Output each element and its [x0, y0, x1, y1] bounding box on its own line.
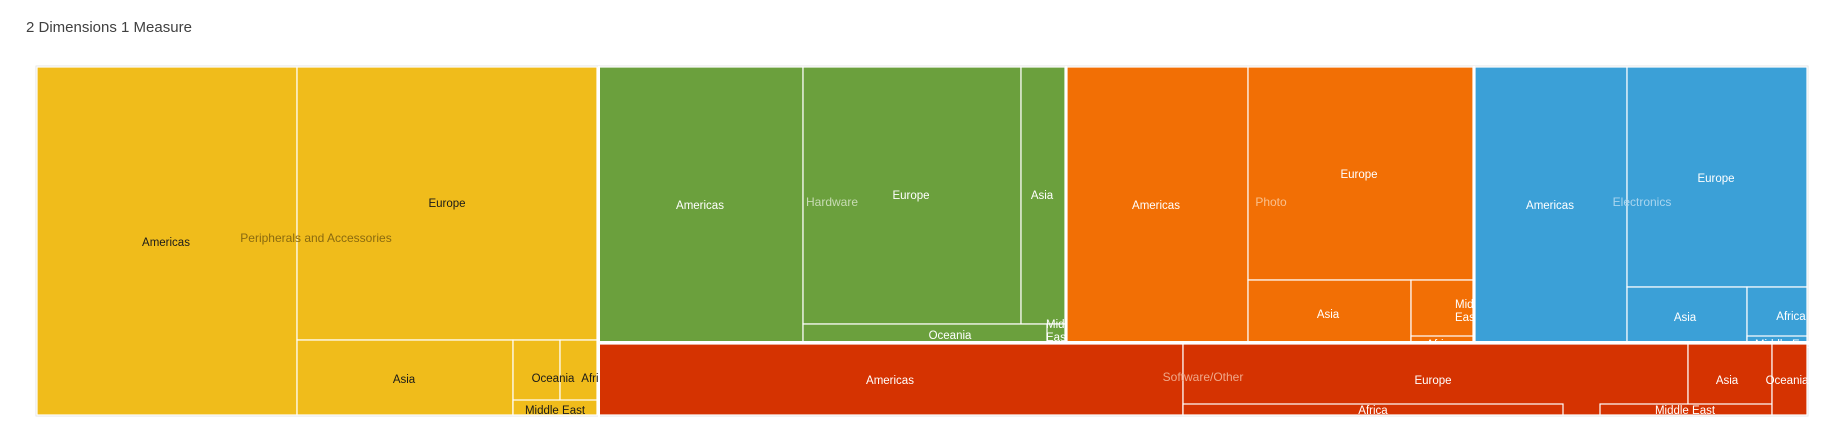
- tile-label: Asia: [1031, 190, 1054, 202]
- treemap-group[interactable]: AmericasEuropeAsiaAfricaMiddle EastElect…: [1474, 66, 1816, 351]
- treemap-tile[interactable]: [1247, 66, 1474, 281]
- group-label: Electronics: [1613, 195, 1672, 209]
- tile-label: Europe: [428, 198, 465, 210]
- tile-label: Africa: [1358, 405, 1388, 417]
- treemap-tile[interactable]: [1182, 343, 1689, 416]
- treemap-tile[interactable]: [1247, 279, 1412, 343]
- tile-label: Middle East: [1655, 405, 1716, 417]
- treemap-frame: [35, 65, 1809, 417]
- group-label: Hardware: [806, 195, 858, 209]
- tile-label: Americas: [1526, 200, 1574, 212]
- treemap-tile[interactable]: [1066, 66, 1249, 343]
- tile-label: Asia: [1716, 375, 1739, 387]
- tile-label: Oceania: [929, 330, 972, 342]
- treemap-tile[interactable]: [36, 66, 298, 416]
- tile-label: Europe: [892, 190, 929, 202]
- tile-label: Oceania: [1766, 375, 1809, 387]
- treemap-group[interactable]: AmericasEuropeAsiaMiddleEastAfricaPhoto: [1066, 66, 1489, 351]
- tile-label: Africa: [1776, 311, 1806, 323]
- treemap-tile[interactable]: [598, 343, 1184, 416]
- treemap-tile[interactable]: [1474, 66, 1628, 343]
- treemap-tile[interactable]: [802, 66, 1022, 325]
- tile-label: Europe: [1340, 169, 1377, 181]
- treemap-tile[interactable]: [1182, 403, 1564, 416]
- tile-label: Asia: [1317, 309, 1340, 321]
- tile-label: Oceania: [532, 373, 575, 385]
- treemap-tile[interactable]: [296, 66, 598, 341]
- tile-label: Americas: [1132, 200, 1180, 212]
- chart-title: 2 Dimensions 1 Measure: [26, 19, 192, 36]
- group-label: Peripherals and Accessories: [240, 231, 391, 245]
- group-label: Software/Other: [1163, 370, 1244, 384]
- tile-label: Americas: [142, 237, 190, 249]
- tile-label: Europe: [1414, 375, 1451, 387]
- tile-label: Asia: [393, 374, 416, 386]
- group-label: Photo: [1255, 195, 1287, 209]
- tile-label: Americas: [866, 375, 914, 387]
- treemap-tile[interactable]: [512, 399, 598, 416]
- tile-label: Europe: [1697, 173, 1734, 185]
- treemap-group[interactable]: Americas Europe Africa Asia Middle East Ocean…: [598, 343, 1809, 417]
- group-separator: [1473, 66, 1475, 344]
- tile-label: Americas: [676, 200, 724, 212]
- treemap-tile[interactable]: [1626, 66, 1808, 288]
- group-separator: [597, 341, 1809, 344]
- treemap-tile[interactable]: [1410, 279, 1474, 343]
- treemap-tile[interactable]: [1771, 343, 1808, 416]
- group-separator: [1065, 66, 1067, 344]
- group-separator: [598, 66, 600, 418]
- treemap-tile[interactable]: [1687, 343, 1773, 416]
- tile-label: Middle East: [525, 405, 586, 417]
- tile-label: Asia: [1674, 312, 1697, 324]
